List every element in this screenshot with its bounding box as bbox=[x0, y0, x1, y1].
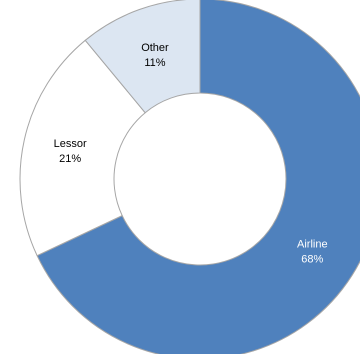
pie-slice-lessor bbox=[19, 39, 146, 257]
slice-category-label: Other bbox=[141, 42, 169, 54]
pie-slice-airline bbox=[36, 0, 360, 359]
slice-value-label: 68% bbox=[301, 253, 323, 265]
slice-category-label: Airline bbox=[297, 238, 328, 250]
slice-category-label: Lessor bbox=[54, 138, 87, 150]
slice-label-lessor: Lessor 21% bbox=[54, 138, 87, 165]
slice-label-airline: Airline 68% bbox=[297, 238, 328, 265]
slice-label-other: Other 11% bbox=[141, 42, 169, 69]
slice-value-label: 11% bbox=[144, 57, 165, 69]
pie-slice-other bbox=[84, 0, 201, 114]
slice-value-label: 21% bbox=[59, 153, 81, 165]
